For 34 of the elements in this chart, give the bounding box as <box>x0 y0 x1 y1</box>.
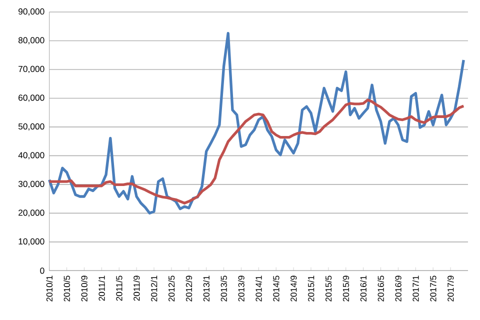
x-tick-label: 2014/1 <box>255 276 262 302</box>
x-tick-label: 2017/5 <box>430 276 436 302</box>
y-tick-label: 20,000 <box>18 210 44 217</box>
y-tick-label: 70,000 <box>18 66 44 74</box>
x-tick-label: 2016/5 <box>378 276 384 302</box>
x-tick-label: 2016/1 <box>360 276 366 302</box>
x-tick-label: 2013/9 <box>238 276 244 302</box>
y-tick-label: 60,000 <box>18 94 44 102</box>
x-tick-label: 2013/5 <box>220 276 227 302</box>
x-tick-label: 2012/1 <box>150 276 158 302</box>
x-tick-label: 2017/9 <box>447 276 454 302</box>
x-tick-label: 2012/9 <box>186 276 192 302</box>
y-tick-label: 40,000 <box>18 152 44 160</box>
x-tick-label: 2010/9 <box>81 276 88 302</box>
x-tick-label: 2010/1 <box>46 276 53 302</box>
x-tick-label: 2017/1 <box>412 276 419 302</box>
x-tick-label: 2013/1 <box>203 276 210 302</box>
x-tick-label: 2012/5 <box>168 276 175 302</box>
x-tick-label: 2016/9 <box>395 276 402 302</box>
y-tick-label: 0 <box>40 268 44 274</box>
x-tick-label: 2015/5 <box>325 276 332 302</box>
y-tick-label: 90,000 <box>18 8 44 16</box>
x-tick-label: 2011/9 <box>133 276 140 301</box>
y-tick-label: 50,000 <box>18 123 44 131</box>
x-tick-label: 2011/1 <box>98 276 105 301</box>
x-tick-label: 2015/1 <box>308 276 314 302</box>
x-tick-label: 2010/5 <box>64 276 70 302</box>
y-tick-label: 30,000 <box>18 180 44 188</box>
x-tick-label: 2011/5 <box>116 276 122 301</box>
y-tick-label: 80,000 <box>18 37 44 44</box>
x-tick-label: 2015/9 <box>342 276 350 302</box>
x-tick-label: 2014/9 <box>290 276 297 302</box>
x-tick-label: 2014/5 <box>272 276 280 302</box>
y-tick-label: 10,000 <box>18 238 44 246</box>
